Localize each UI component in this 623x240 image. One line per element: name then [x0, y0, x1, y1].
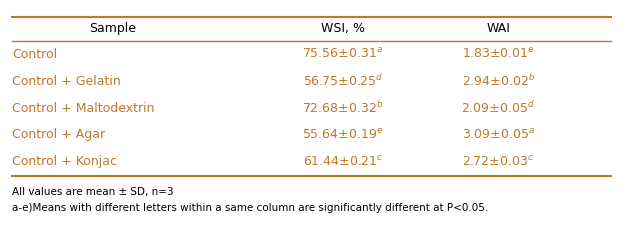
Text: 75.56±0.31$^{a}$: 75.56±0.31$^{a}$	[302, 47, 383, 61]
Text: Control + Agar: Control + Agar	[12, 128, 105, 141]
Text: 2.72±0.03$^{c}$: 2.72±0.03$^{c}$	[462, 155, 535, 169]
Text: Control + Maltodextrin: Control + Maltodextrin	[12, 102, 155, 114]
Text: 2.09±0.05$^{d}$: 2.09±0.05$^{d}$	[462, 100, 535, 116]
Text: 72.68±0.32$^{b}$: 72.68±0.32$^{b}$	[302, 100, 383, 116]
Text: 3.09±0.05$^{a}$: 3.09±0.05$^{a}$	[462, 128, 535, 142]
Text: Sample: Sample	[88, 22, 136, 35]
Text: WAI: WAI	[487, 22, 510, 35]
Text: Control + Gelatin: Control + Gelatin	[12, 75, 121, 88]
Text: Control: Control	[12, 48, 57, 61]
Text: 56.75±0.25$^{d}$: 56.75±0.25$^{d}$	[303, 73, 383, 89]
Text: 2.94±0.02$^{b}$: 2.94±0.02$^{b}$	[462, 73, 535, 89]
Text: 1.83±0.01$^{e}$: 1.83±0.01$^{e}$	[462, 47, 535, 61]
Text: 55.64±0.19$^{e}$: 55.64±0.19$^{e}$	[302, 128, 383, 142]
Text: All values are mean ± SD, n=3: All values are mean ± SD, n=3	[12, 187, 174, 197]
Text: WSI, %: WSI, %	[321, 22, 364, 35]
Text: Control + Konjac: Control + Konjac	[12, 155, 118, 168]
Text: a-e)Means with different letters within a same column are significantly differen: a-e)Means with different letters within …	[12, 203, 488, 213]
Text: 61.44±0.21$^{c}$: 61.44±0.21$^{c}$	[303, 155, 383, 169]
